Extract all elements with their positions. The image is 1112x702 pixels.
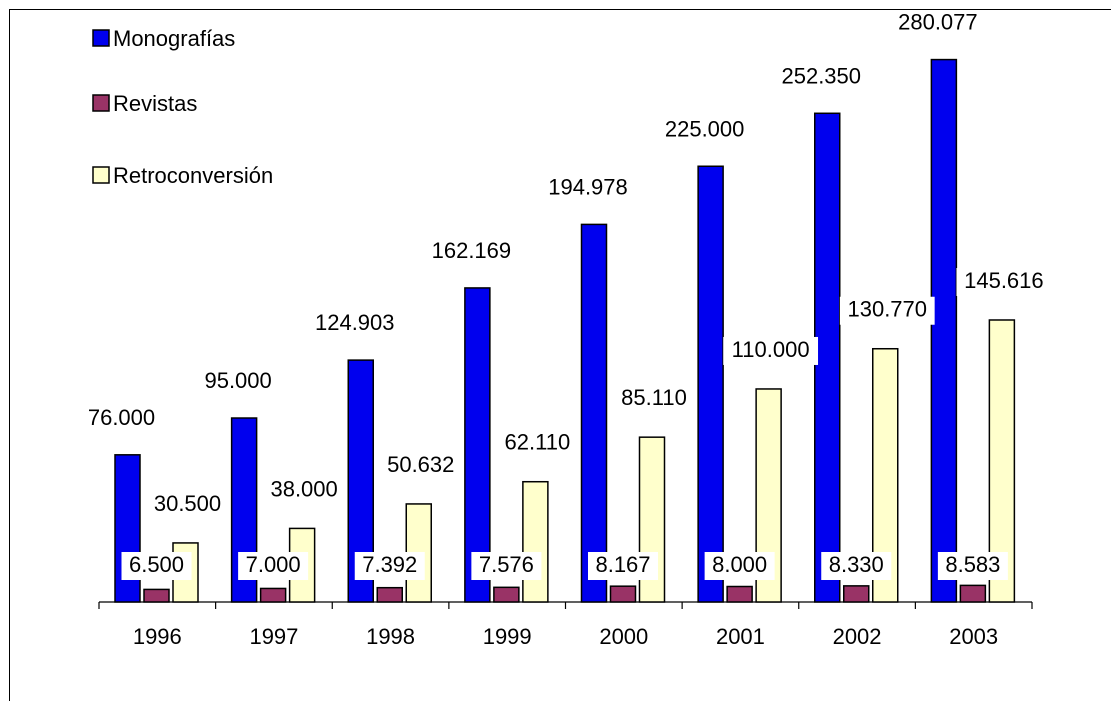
data-label-monograf-as-1999: 162.169 xyxy=(432,238,512,263)
bar-monograf-as-2003 xyxy=(930,58,958,603)
data-label-retroconversi-n-2003: 145.616 xyxy=(964,268,1044,293)
bar-monograf-as-2002 xyxy=(814,112,841,603)
data-label-bg xyxy=(612,385,696,414)
data-label-monograf-as-2002: 252.350 xyxy=(781,63,861,88)
legend-label-revistas: Revistas xyxy=(113,91,197,116)
data-label-monograf-as-1998: 124.903 xyxy=(315,310,395,335)
legend-swatch-retroconversi-n xyxy=(92,166,110,184)
data-label-revistas-2002: 8.330 xyxy=(829,552,884,577)
bar-monograf-as-2000 xyxy=(580,223,608,603)
data-label-retroconversi-n-2001: 110.000 xyxy=(732,337,810,362)
x-tick-label-1997: 1997 xyxy=(249,624,298,649)
data-label-revistas-1997: 7.000 xyxy=(246,552,301,577)
data-label-retroconversi-n-2000: 85.110 xyxy=(621,385,687,410)
bar-revistas-2001 xyxy=(726,585,753,603)
bar-monograf-as-2001 xyxy=(697,165,724,603)
data-label-monograf-as-1996: 76.000 xyxy=(88,405,155,430)
x-tick-label-1996: 1996 xyxy=(133,624,182,649)
data-label-bg xyxy=(723,336,819,365)
data-label-retroconversi-n-1997: 38.000 xyxy=(270,476,337,501)
data-label-monograf-as-2003: 280.077 xyxy=(898,10,978,35)
data-label-bg xyxy=(379,451,462,480)
data-label-bg xyxy=(471,552,542,580)
x-tick-labels: 1996 1997 1998 1999 2000 2001 2002 2003 xyxy=(133,624,998,649)
data-label-bg xyxy=(354,552,425,580)
legend-swatch-monograf-as xyxy=(92,29,110,47)
data-label-monograf-as-2000: 194.978 xyxy=(548,174,628,199)
data-labels: 76.000 95.000 124.903 162.169 194.978 225.000… xyxy=(88,10,1052,580)
data-label-bg xyxy=(839,296,935,325)
chart-frame xyxy=(9,9,1111,701)
data-label-revistas-1996: 6.500 xyxy=(129,552,184,577)
x-axis xyxy=(98,601,1033,609)
bars xyxy=(114,58,1016,603)
bar-retroconversi-n-1999 xyxy=(522,480,549,603)
data-label-revistas-1999: 7.576 xyxy=(479,552,534,577)
data-label-bg xyxy=(937,552,1008,580)
bar-revistas-2002 xyxy=(843,585,870,603)
data-label-revistas-2000: 8.167 xyxy=(595,552,650,577)
data-label-bg xyxy=(956,267,1052,296)
data-label-retroconversi-n-1996: 30.500 xyxy=(154,491,221,516)
data-label-bg xyxy=(496,429,579,458)
bar-revistas-2000 xyxy=(609,585,637,603)
legend-swatch-revistas xyxy=(92,94,110,112)
x-tick-label-2003: 2003 xyxy=(949,624,998,649)
data-label-retroconversi-n-2002: 130.770 xyxy=(847,297,927,322)
legend: Monografías Revistas Retroconversión xyxy=(92,26,273,188)
legend-label-monograf-as: Monografías xyxy=(113,26,235,51)
x-tick-label-2000: 2000 xyxy=(599,624,648,649)
data-label-bg xyxy=(262,476,346,505)
data-label-bg xyxy=(238,552,309,580)
data-label-bg xyxy=(121,552,192,580)
data-label-monograf-as-2001: 225.000 xyxy=(665,116,745,141)
x-tick-label-1999: 1999 xyxy=(483,624,532,649)
data-label-revistas-2003: 8.583 xyxy=(945,552,1000,577)
data-label-retroconversi-n-1999: 62.110 xyxy=(505,430,571,455)
legend-label-retroconversi-n: Retroconversión xyxy=(113,163,273,188)
bar-revistas-2003 xyxy=(959,584,987,603)
data-label-bg xyxy=(588,552,658,580)
x-tick-label-1998: 1998 xyxy=(366,624,415,649)
bar-revistas-1997 xyxy=(259,587,287,603)
data-label-revistas-1998: 7.392 xyxy=(362,552,417,577)
data-label-bg xyxy=(821,552,892,580)
data-label-retroconversi-n-1998: 50.632 xyxy=(387,452,454,477)
bar-revistas-1999 xyxy=(493,586,520,603)
data-label-monograf-as-1997: 95.000 xyxy=(204,368,271,393)
x-tick-label-2002: 2002 xyxy=(833,624,882,649)
bar-revistas-1998 xyxy=(376,586,403,603)
data-label-bg xyxy=(704,552,775,580)
data-label-revistas-2001: 8.000 xyxy=(712,552,767,577)
x-tick-label-2001: 2001 xyxy=(716,624,765,649)
bar-monograf-as-1999 xyxy=(464,287,491,603)
data-label-bg xyxy=(146,490,229,519)
bar-revistas-1996 xyxy=(143,588,170,603)
